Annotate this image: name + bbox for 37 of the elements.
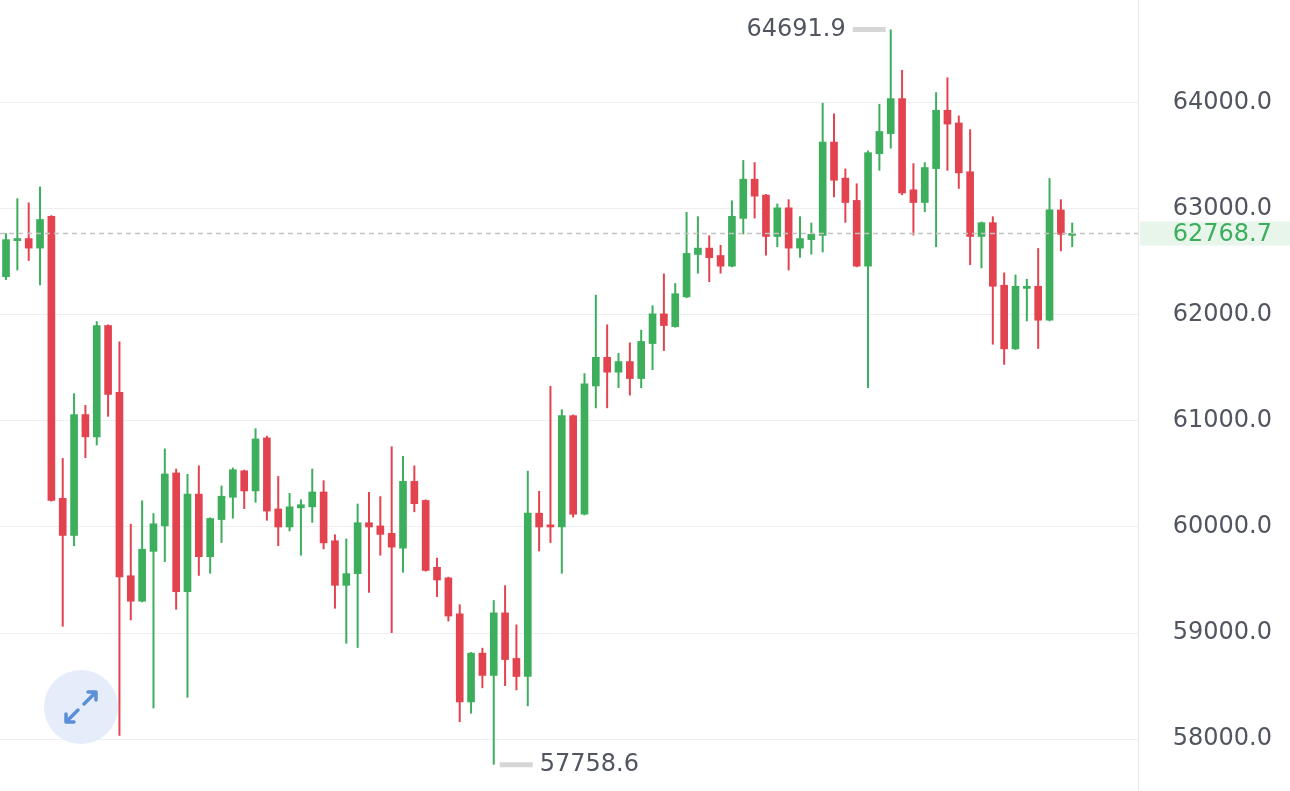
candlestick <box>342 537 351 645</box>
candlestick <box>13 197 22 272</box>
y-tick-label: 58000.0 <box>1172 723 1272 752</box>
candlestick <box>694 215 702 275</box>
candlestick <box>603 323 611 410</box>
y-tick-label: 60000.0 <box>1172 511 1272 540</box>
candlestick <box>240 468 249 510</box>
candlestick <box>1068 221 1077 249</box>
candlestick <box>1023 277 1031 323</box>
y-tick-label: 64000.0 <box>1172 87 1272 116</box>
candlestick <box>274 475 283 548</box>
candlestick <box>716 243 725 275</box>
candlestick <box>614 352 623 390</box>
candlestick <box>478 646 487 690</box>
candlestick <box>217 484 226 544</box>
candlestick <box>796 215 804 259</box>
candlestick <box>875 102 884 172</box>
candlestick <box>705 234 714 284</box>
candlestick <box>626 341 634 397</box>
candlestick <box>909 162 918 237</box>
y-tick-label: 61000.0 <box>1172 405 1272 434</box>
annotation: 57758.6 <box>539 748 639 777</box>
candlestick <box>308 467 317 524</box>
candlestick <box>807 221 816 256</box>
candlestick <box>24 201 33 262</box>
y-tick-label: 62000.0 <box>1172 299 1272 328</box>
candlestick <box>297 498 305 557</box>
candlestick <box>365 490 373 594</box>
candlestick <box>660 272 668 352</box>
candlestick <box>512 623 521 692</box>
candlestick <box>535 489 543 553</box>
candlestick <box>410 464 419 514</box>
y-tick-label: 59000.0 <box>1172 617 1272 646</box>
candlestick <box>81 404 90 460</box>
candlestick <box>376 495 385 557</box>
candlestick <box>433 556 441 598</box>
annotation: 64691.9 <box>746 13 846 42</box>
